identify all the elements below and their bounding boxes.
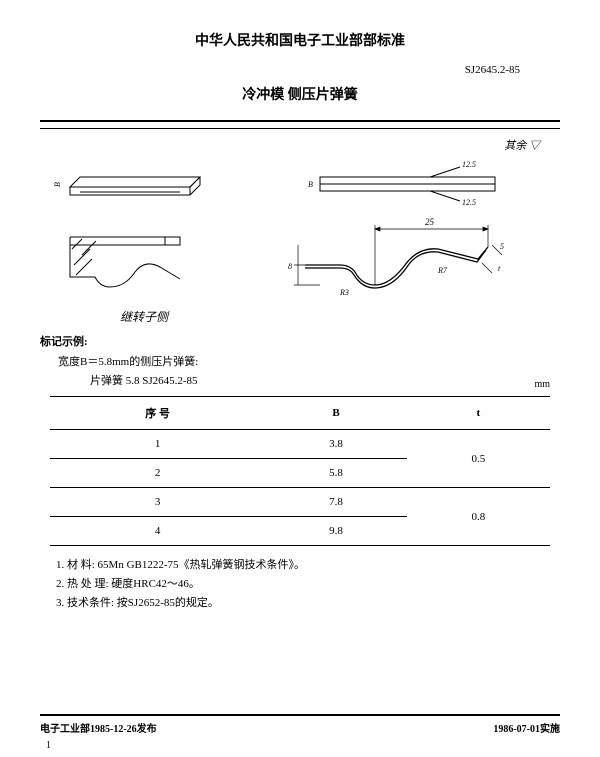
table-row: 1 3.8 0.5 [50,430,549,459]
dim-12-5-top: 12.5 [462,160,476,169]
org-title: 中华人民共和国电子工业部部标准 [40,30,560,50]
table-row: 3 7.8 0.8 [50,488,549,517]
dim-8: 8 [288,262,292,271]
dim-t: t [498,264,501,273]
dim-25: 25 [425,217,435,227]
rule-thin [40,128,560,129]
cell-b: 7.8 [265,488,407,517]
dim-label-b-right: B [308,180,313,189]
standard-code: SJ2645.2-85 [40,64,560,76]
col-seq: 序 号 [50,397,264,430]
cell-seq: 1 [50,430,264,459]
technical-notes: 1. 材 料: 65Mn GB1222-75《热轧弹簧钢技术条件》。 2. 热 … [56,556,560,610]
diagram-caption: 继转子侧 [120,308,168,325]
cell-seq: 4 [50,517,264,546]
note-tech-conditions: 3. 技术条件: 按SJ2652-85的规定。 [56,594,560,610]
issue-date: 电子工业部1985-12-26发布 [40,720,157,735]
cell-b: 5.8 [265,459,407,488]
dim-5: 5 [500,242,504,251]
col-b: B [265,397,407,430]
dimension-table: 序 号 B t 1 3.8 0.5 2 5.8 3 7.8 0.8 4 [50,396,549,546]
cell-b: 3.8 [265,430,407,459]
cell-seq: 3 [50,488,264,517]
dim-label-b-left: B [53,182,62,187]
dim-12-5-bot: 12.5 [462,198,476,207]
spring-drawing: B 12.5 12.5 B [40,137,560,317]
page-number: 1 [46,740,51,751]
marking-title: 标记示例: [40,333,560,349]
dim-r7: R7 [437,266,448,275]
note-heat-treatment: 2. 热 处 理: 硬度HRC42～46。 [56,575,560,591]
finish-symbol-label: 其余 ▽ [504,137,540,153]
note-material: 1. 材 料: 65Mn GB1222-75《热轧弹簧钢技术条件》。 [56,556,560,572]
effective-date: 1986-07-01实施 [493,720,560,735]
dim-r3: R3 [339,288,349,297]
footer-rule [40,714,560,716]
marking-line-1: 宽度B＝5.8mm的侧压片弹簧: [58,353,560,369]
page-footer: 电子工业部1985-12-26发布 1986-07-01实施 [40,714,560,735]
doc-title: 冷冲模 侧压片弹簧 [40,84,560,104]
col-t: t [407,397,549,430]
cell-b: 9.8 [265,517,407,546]
cell-seq: 2 [50,459,264,488]
rule-thick [40,120,560,122]
technical-diagram: 其余 ▽ B 12.5 12.5 B [40,137,560,327]
cell-t: 0.5 [407,430,549,488]
cell-t: 0.8 [407,488,549,546]
